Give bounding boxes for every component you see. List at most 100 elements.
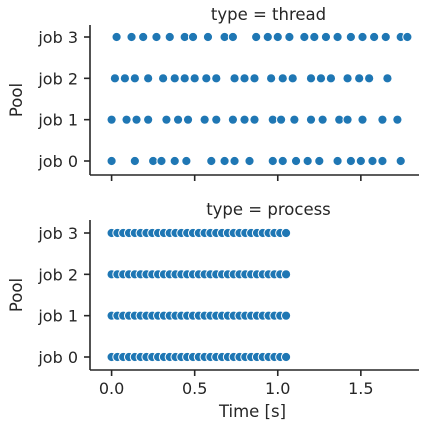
scatter-point (106, 114, 117, 125)
scatter-point (262, 31, 273, 43)
scatter-point (342, 114, 353, 125)
scatter-point (402, 31, 413, 43)
scatter-point (290, 155, 302, 167)
scatter-point (129, 73, 140, 84)
panel-process: type = process job 0 job 1 job 2 job 3 Pool 0.… (7, 200, 419, 421)
scatter-point (244, 155, 255, 167)
scatter-point (151, 31, 162, 43)
scatter-point (275, 114, 287, 125)
scatter-point (287, 73, 298, 84)
scatter-point (280, 351, 292, 363)
scatter-point (377, 114, 388, 125)
scatter-point (131, 114, 142, 125)
scatter-point (309, 31, 320, 43)
scatter-point (280, 227, 292, 239)
scatter-point (202, 31, 214, 43)
scatter-point (395, 155, 406, 167)
y-tick-label: job 3 (37, 28, 78, 47)
scatter-point (164, 31, 175, 43)
scatter-point (129, 155, 140, 167)
scatter-point (272, 31, 283, 43)
scatter-point (251, 31, 262, 43)
scatter-point (229, 73, 240, 84)
scatter-point (249, 114, 260, 125)
scatter-point (179, 73, 190, 84)
scatter-point (289, 114, 300, 125)
scatter-point (367, 155, 378, 167)
scatter-point (345, 31, 356, 43)
y-tick-label: job 3 (37, 224, 78, 243)
scatter-point (325, 73, 337, 84)
scatter-point (280, 269, 292, 280)
scatter-point (249, 73, 260, 84)
y-tick-label: job 1 (37, 111, 78, 130)
scatter-point (189, 73, 200, 84)
scatter-point (299, 31, 310, 43)
scatter-point (320, 31, 332, 43)
scatter-point (277, 73, 288, 84)
scatter-point (201, 73, 212, 84)
scatter-point (280, 310, 292, 321)
scatter-point (199, 114, 210, 125)
scatter-point (181, 155, 192, 167)
scatter-point (229, 155, 240, 167)
scatter-point (305, 73, 317, 84)
scatter-point (332, 31, 343, 43)
scatter-point (380, 31, 391, 43)
scatter-point (369, 31, 380, 43)
scatter-point (315, 73, 327, 84)
scatter-point (267, 155, 278, 167)
y-axis-label: Pool (7, 83, 26, 117)
scatter-point (121, 114, 132, 125)
scatter-point (314, 155, 325, 167)
scatter-point (354, 73, 365, 84)
scatter-point (364, 73, 375, 84)
scatter-point (392, 114, 403, 125)
scatter-point (317, 114, 328, 125)
scatter-point (342, 73, 353, 84)
panel-title: type = thread (211, 5, 326, 24)
x-axis-label: Time [s] (218, 402, 286, 421)
scatter-point (156, 155, 167, 167)
scatter-point (143, 73, 154, 84)
scatter-point (143, 114, 154, 125)
scatter-point (302, 155, 313, 167)
scatter-point (345, 155, 356, 167)
scatter-point (355, 155, 366, 167)
scatter-point (182, 114, 194, 125)
scatter-point (239, 73, 250, 84)
x-tick-label: 1.0 (265, 379, 290, 398)
scatter-point (158, 73, 169, 84)
scatter-point (277, 155, 288, 167)
scatter-point (239, 114, 250, 125)
scatter-point (357, 114, 368, 125)
scatter-point (169, 73, 180, 84)
scatter-point (187, 31, 199, 43)
scatter-point (106, 155, 117, 167)
scatter-point (305, 114, 317, 125)
scatter-point (211, 73, 222, 84)
scatter-point (161, 114, 172, 125)
scatter-point (126, 31, 137, 43)
scatter-point (172, 114, 184, 125)
scatter-point (219, 155, 230, 167)
y-tick-label: job 2 (37, 69, 78, 88)
scatter-point (357, 31, 368, 43)
y-tick-label: job 2 (37, 265, 78, 284)
scatter-point (206, 155, 217, 167)
y-tick-label: job 1 (37, 307, 78, 326)
scatter-point (111, 31, 122, 43)
y-tick-label: job 0 (37, 152, 78, 171)
y-tick-label: job 0 (37, 348, 78, 367)
scatter-point (227, 114, 238, 125)
scatter-point (332, 155, 343, 167)
scatter-point (119, 73, 130, 84)
scatter-point (138, 31, 149, 43)
x-tick-label: 0.5 (182, 379, 207, 398)
scatter-point (382, 73, 393, 84)
panel-thread: type = thread job 0 job 1 job 2 job 3 Pool (7, 5, 419, 181)
scatter-point (109, 73, 121, 84)
scatter-point (284, 31, 295, 43)
x-tick-label: 1.5 (348, 379, 373, 398)
